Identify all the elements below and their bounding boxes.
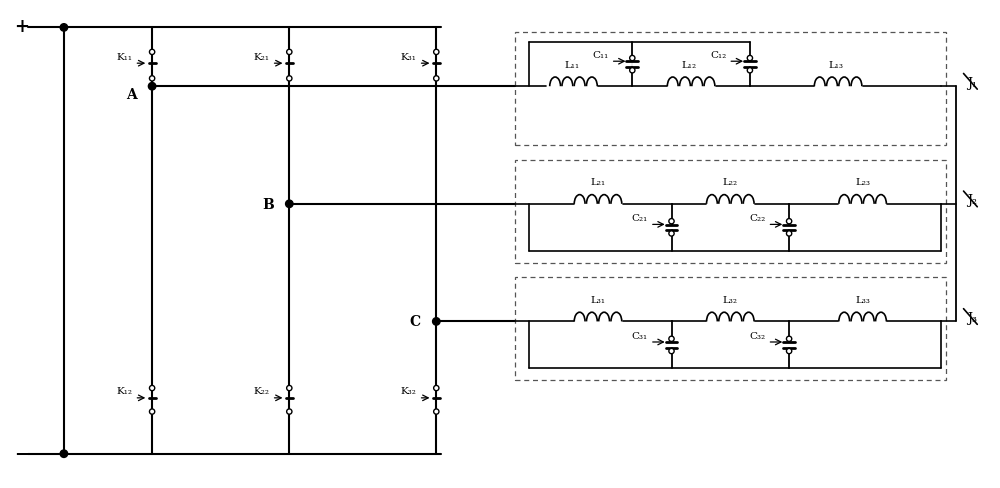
Circle shape — [149, 77, 155, 82]
Circle shape — [669, 336, 674, 342]
Text: L₁₁: L₁₁ — [564, 61, 579, 69]
Circle shape — [669, 219, 674, 224]
Circle shape — [630, 68, 635, 74]
Bar — [515, 161, 946, 263]
Circle shape — [286, 201, 293, 208]
Circle shape — [747, 68, 753, 74]
Circle shape — [433, 318, 440, 325]
Text: A: A — [126, 88, 136, 102]
Text: K₁₂: K₁₂ — [116, 386, 132, 396]
Circle shape — [287, 50, 292, 56]
Text: L₂₁: L₂₁ — [590, 178, 606, 187]
Text: L₁₃: L₁₃ — [829, 61, 844, 69]
Circle shape — [149, 50, 155, 56]
Text: C₂₂: C₂₂ — [749, 214, 766, 223]
Text: L₁₂: L₁₂ — [682, 61, 697, 69]
Circle shape — [149, 409, 155, 414]
Circle shape — [786, 349, 792, 354]
Text: J₁: J₁ — [967, 77, 977, 90]
Text: C₁₁: C₁₁ — [593, 51, 609, 60]
Circle shape — [434, 409, 439, 414]
Circle shape — [60, 24, 68, 32]
Circle shape — [287, 386, 292, 391]
Bar — [515, 33, 946, 146]
Circle shape — [630, 56, 635, 61]
Text: L₃₃: L₃₃ — [855, 295, 870, 304]
Text: C₂₁: C₂₁ — [632, 214, 648, 223]
Circle shape — [434, 50, 439, 56]
Circle shape — [747, 56, 753, 61]
Circle shape — [786, 336, 792, 342]
Text: K₃₂: K₃₂ — [401, 386, 417, 396]
Circle shape — [669, 349, 674, 354]
Text: +: + — [14, 19, 29, 36]
Text: B: B — [262, 198, 274, 211]
Text: K₂₁: K₂₁ — [254, 53, 270, 61]
Text: J₃: J₃ — [967, 311, 977, 325]
Text: L₃₁: L₃₁ — [590, 295, 606, 304]
Text: C₃₁: C₃₁ — [632, 331, 648, 340]
Circle shape — [149, 386, 155, 391]
Text: K₁₁: K₁₁ — [116, 53, 132, 61]
Circle shape — [669, 231, 674, 237]
Circle shape — [287, 409, 292, 414]
Circle shape — [287, 77, 292, 82]
Text: K₃₁: K₃₁ — [401, 53, 417, 61]
Text: L₂₃: L₂₃ — [855, 178, 870, 187]
Bar — [515, 278, 946, 381]
Circle shape — [60, 450, 68, 457]
Text: −: − — [14, 445, 29, 463]
Text: C: C — [409, 315, 421, 329]
Text: J₂: J₂ — [967, 194, 977, 207]
Circle shape — [434, 77, 439, 82]
Text: K₂₂: K₂₂ — [254, 386, 270, 396]
Circle shape — [148, 83, 156, 91]
Circle shape — [786, 231, 792, 237]
Circle shape — [434, 386, 439, 391]
Circle shape — [786, 219, 792, 224]
Text: C₁₂: C₁₂ — [710, 51, 726, 60]
Text: L₂₂: L₂₂ — [723, 178, 738, 187]
Text: L₃₂: L₃₂ — [723, 295, 738, 304]
Text: C₃₂: C₃₂ — [749, 331, 766, 340]
